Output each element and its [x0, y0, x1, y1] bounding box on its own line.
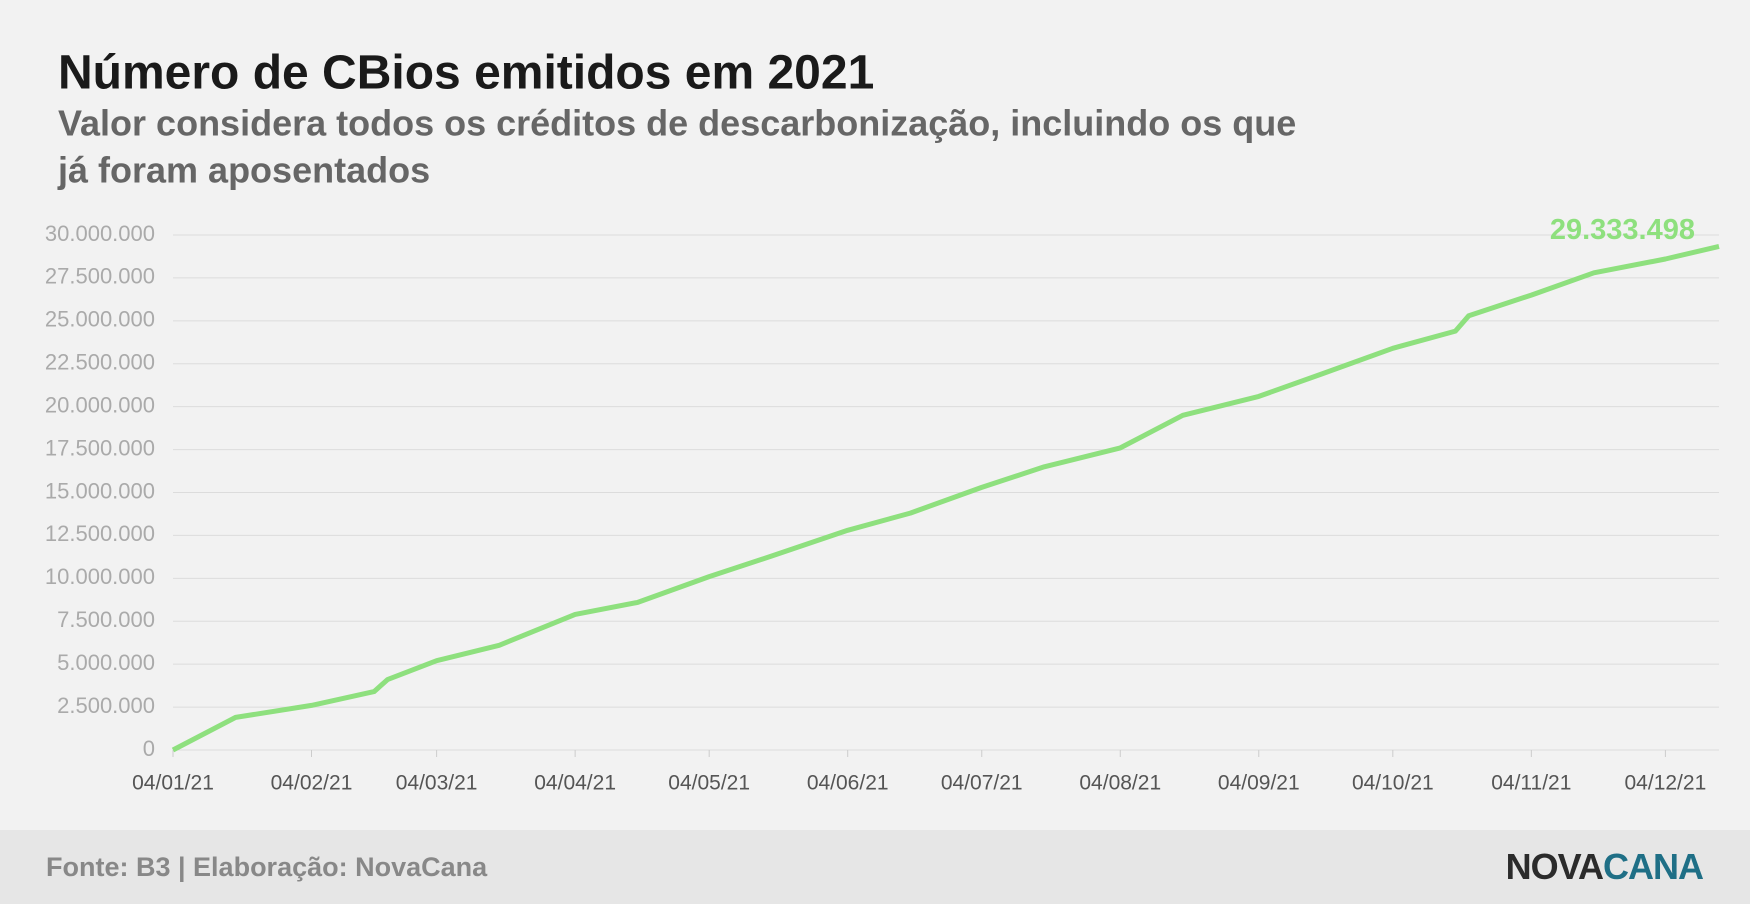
x-tick-label: 04/10/21 [1352, 772, 1434, 795]
y-tick-label: 0 [143, 736, 155, 761]
source: Fonte: B3 | Elaboração: NovaCana [46, 852, 488, 882]
value-label: 29.333.498 [1550, 214, 1695, 246]
x-tick-label: 04/05/21 [668, 772, 750, 795]
chart-subtitle: Valor considera todos os créditos de des… [58, 103, 1296, 144]
x-tick-label: 04/03/21 [396, 772, 478, 795]
logo-part: NOVA [1506, 846, 1604, 887]
x-tick-label: 04/07/21 [941, 772, 1023, 795]
y-tick-label: 25.000.000 [45, 307, 155, 332]
y-tick-label: 2.500.000 [57, 693, 155, 718]
x-tick-label: 04/11/21 [1491, 772, 1571, 795]
y-tick-label: 12.500.000 [45, 521, 155, 546]
y-tick-label: 15.000.000 [45, 478, 155, 503]
logo-part: CANA [1603, 846, 1704, 887]
y-tick-label: 27.500.000 [45, 264, 155, 289]
y-tick-label: 22.500.000 [45, 350, 155, 375]
y-tick-label: 5.000.000 [57, 650, 155, 675]
y-tick-label: 7.500.000 [57, 607, 155, 632]
y-tick-label: 30.000.000 [45, 221, 155, 246]
line [171, 243, 1720, 753]
x-tick-label: 04/09/21 [1218, 772, 1300, 795]
footer-band [0, 830, 1750, 904]
y-tick-label: 10.000.000 [45, 564, 155, 589]
logo: NOVACANA [1506, 846, 1704, 887]
background [0, 0, 1750, 830]
chart-title: Número de CBios emitidos em 2021 [58, 47, 874, 100]
x-tick-label: 04/04/21 [534, 772, 616, 795]
x-tick-label: 04/02/21 [271, 772, 353, 795]
x-tick-label: 04/08/21 [1079, 772, 1161, 795]
y-tick-label: 17.500.000 [45, 435, 155, 460]
y-tick-label: 20.000.000 [45, 392, 155, 417]
x-tick-label: 04/06/21 [807, 772, 889, 795]
x-tick-label: 04/12/21 [1625, 772, 1707, 795]
chart-subtitle: já foram aposentados [57, 150, 430, 191]
x-tick-label: 04/01/21 [132, 772, 214, 795]
